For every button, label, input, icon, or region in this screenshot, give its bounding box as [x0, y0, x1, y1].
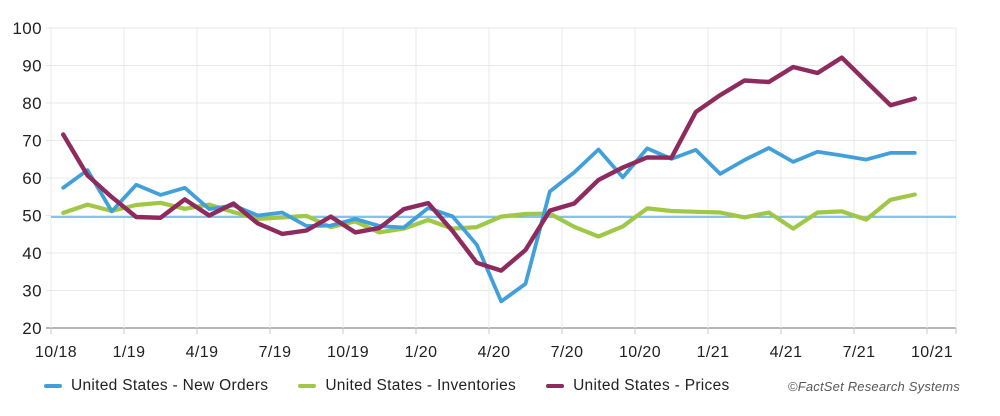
- y-axis-label: 40: [22, 244, 42, 263]
- x-axis-label: 10/21: [911, 344, 953, 361]
- x-axis-label: 10/19: [327, 344, 369, 361]
- x-axis-label: 10/18: [35, 344, 77, 361]
- chart-legend: United States - New Orders United States …: [44, 377, 760, 395]
- x-axis-label: 4/21: [770, 344, 803, 361]
- x-axis-label: 4/20: [478, 344, 511, 361]
- y-axis-label: 60: [22, 169, 42, 188]
- legend-item: United States - Inventories: [298, 377, 516, 395]
- y-axis-label: 50: [22, 207, 42, 226]
- x-axis-label: 7/21: [843, 344, 876, 361]
- x-axis-label: 7/19: [259, 344, 292, 361]
- legend-swatch-icon: [546, 384, 565, 388]
- legend-item: United States - New Orders: [44, 377, 268, 395]
- legend-swatch-icon: [298, 384, 317, 388]
- y-axis-label: 70: [22, 132, 42, 151]
- x-axis-label: 7/20: [551, 344, 584, 361]
- legend-label: United States - New Orders: [71, 377, 269, 394]
- legend-label: United States - Inventories: [325, 377, 517, 394]
- x-axis-label: 10/20: [619, 344, 661, 361]
- legend-swatch-icon: [44, 384, 62, 388]
- y-axis-label: 80: [22, 94, 42, 113]
- y-axis-label: 100: [12, 19, 42, 38]
- y-axis-label: 30: [22, 282, 42, 301]
- x-axis-label: 4/19: [186, 344, 219, 361]
- legend-label: United States - Prices: [573, 377, 730, 394]
- x-axis-label: 1/20: [405, 344, 438, 361]
- series-line-prices: [61, 55, 917, 273]
- series-line-new-orders: [61, 146, 917, 304]
- x-axis-label: 1/21: [697, 344, 730, 361]
- y-axis-label: 20: [22, 319, 42, 338]
- x-axis-label: 1/19: [113, 344, 146, 361]
- legend-item: United States - Prices: [546, 377, 730, 395]
- copyright-credit: ©FactSet Research Systems: [787, 379, 960, 394]
- y-axis-label: 90: [22, 57, 42, 76]
